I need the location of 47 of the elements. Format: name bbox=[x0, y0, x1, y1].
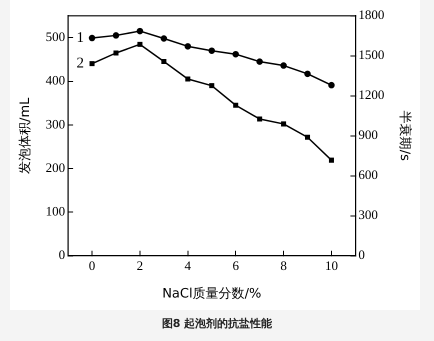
y2-tick-label: 1800 bbox=[358, 7, 384, 22]
caption: 图8 起泡剂的抗盐性能 bbox=[160, 316, 274, 331]
x-tick-label: 10 bbox=[324, 258, 338, 274]
point bbox=[256, 58, 263, 65]
point bbox=[88, 34, 96, 42]
point bbox=[209, 83, 214, 88]
x-axis-title: NaCl质量分数/% bbox=[162, 286, 262, 302]
x-tick-label: 6 bbox=[232, 258, 240, 274]
x-tick-label: 8 bbox=[280, 258, 287, 274]
point bbox=[112, 32, 120, 39]
y-tick-label: 100 bbox=[46, 204, 66, 219]
point bbox=[184, 43, 192, 50]
point bbox=[328, 158, 334, 163]
x-tick-label: 2 bbox=[136, 258, 144, 274]
y2-tick-label: 1500 bbox=[358, 47, 384, 62]
point bbox=[208, 47, 215, 54]
point bbox=[281, 121, 286, 126]
y-tick-label: 400 bbox=[46, 72, 66, 88]
x-tick-label: 0 bbox=[88, 258, 96, 274]
point bbox=[113, 50, 118, 56]
y2-tick-label: 300 bbox=[358, 207, 378, 222]
y2-tick-label: 1200 bbox=[358, 87, 384, 102]
point bbox=[137, 42, 142, 47]
y2-tick-label: 900 bbox=[358, 127, 378, 142]
point bbox=[160, 35, 168, 42]
point bbox=[305, 134, 310, 140]
point bbox=[280, 62, 287, 69]
point bbox=[232, 50, 239, 58]
point bbox=[233, 102, 238, 108]
y-tick-label: 0 bbox=[58, 247, 66, 262]
point bbox=[90, 61, 95, 66]
point bbox=[161, 59, 166, 64]
point bbox=[136, 28, 144, 34]
y-tick-label: 300 bbox=[46, 116, 66, 132]
point bbox=[185, 76, 190, 82]
y2-tick-label: 600 bbox=[358, 167, 378, 182]
y-tick-label: 200 bbox=[46, 160, 66, 175]
annotation: 2 bbox=[76, 56, 84, 72]
point bbox=[304, 70, 311, 78]
point bbox=[328, 82, 335, 88]
y2-axis-title: 半衰期/s bbox=[396, 110, 413, 162]
y-axis-title: 发泡体积/mL bbox=[18, 96, 34, 174]
annotation: 1 bbox=[76, 30, 84, 46]
point bbox=[257, 116, 262, 122]
y-tick-label: 500 bbox=[46, 29, 66, 44]
x-tick-label: 4 bbox=[184, 258, 192, 274]
y2-tick-label: 0 bbox=[358, 247, 365, 262]
